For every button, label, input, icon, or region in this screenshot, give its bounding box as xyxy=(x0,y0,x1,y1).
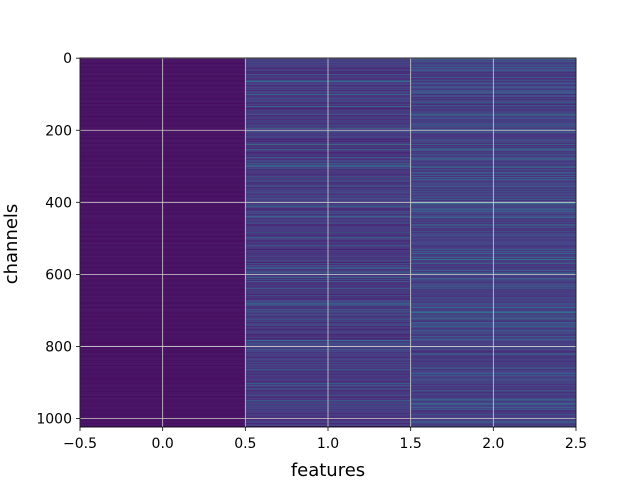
y-tick-label: 0 xyxy=(63,51,72,67)
x-tick-label: 1.5 xyxy=(400,436,422,452)
y-tick-label: 400 xyxy=(45,195,72,211)
x-tick-label: 0.0 xyxy=(152,436,174,452)
y-tick-label: 600 xyxy=(45,267,72,283)
x-tick-label: 2.5 xyxy=(565,436,587,452)
y-tick-label: 800 xyxy=(45,339,72,355)
x-tick-label: 0.5 xyxy=(234,436,256,452)
x-tick-label: 1.0 xyxy=(317,436,339,452)
y-tick-label: 1000 xyxy=(36,412,72,428)
y-axis-label: channels xyxy=(1,204,22,285)
x-axis-ticks: −0.5 0.0 0.5 1.0 1.5 2.0 2.5 xyxy=(63,427,587,452)
x-axis-label: features xyxy=(291,460,365,480)
y-tick-label: 200 xyxy=(45,123,72,139)
x-tick-label: 2.0 xyxy=(482,436,504,452)
x-tick-label: −0.5 xyxy=(63,436,97,452)
y-axis-ticks: 0 200 400 600 800 1000 xyxy=(36,51,80,428)
